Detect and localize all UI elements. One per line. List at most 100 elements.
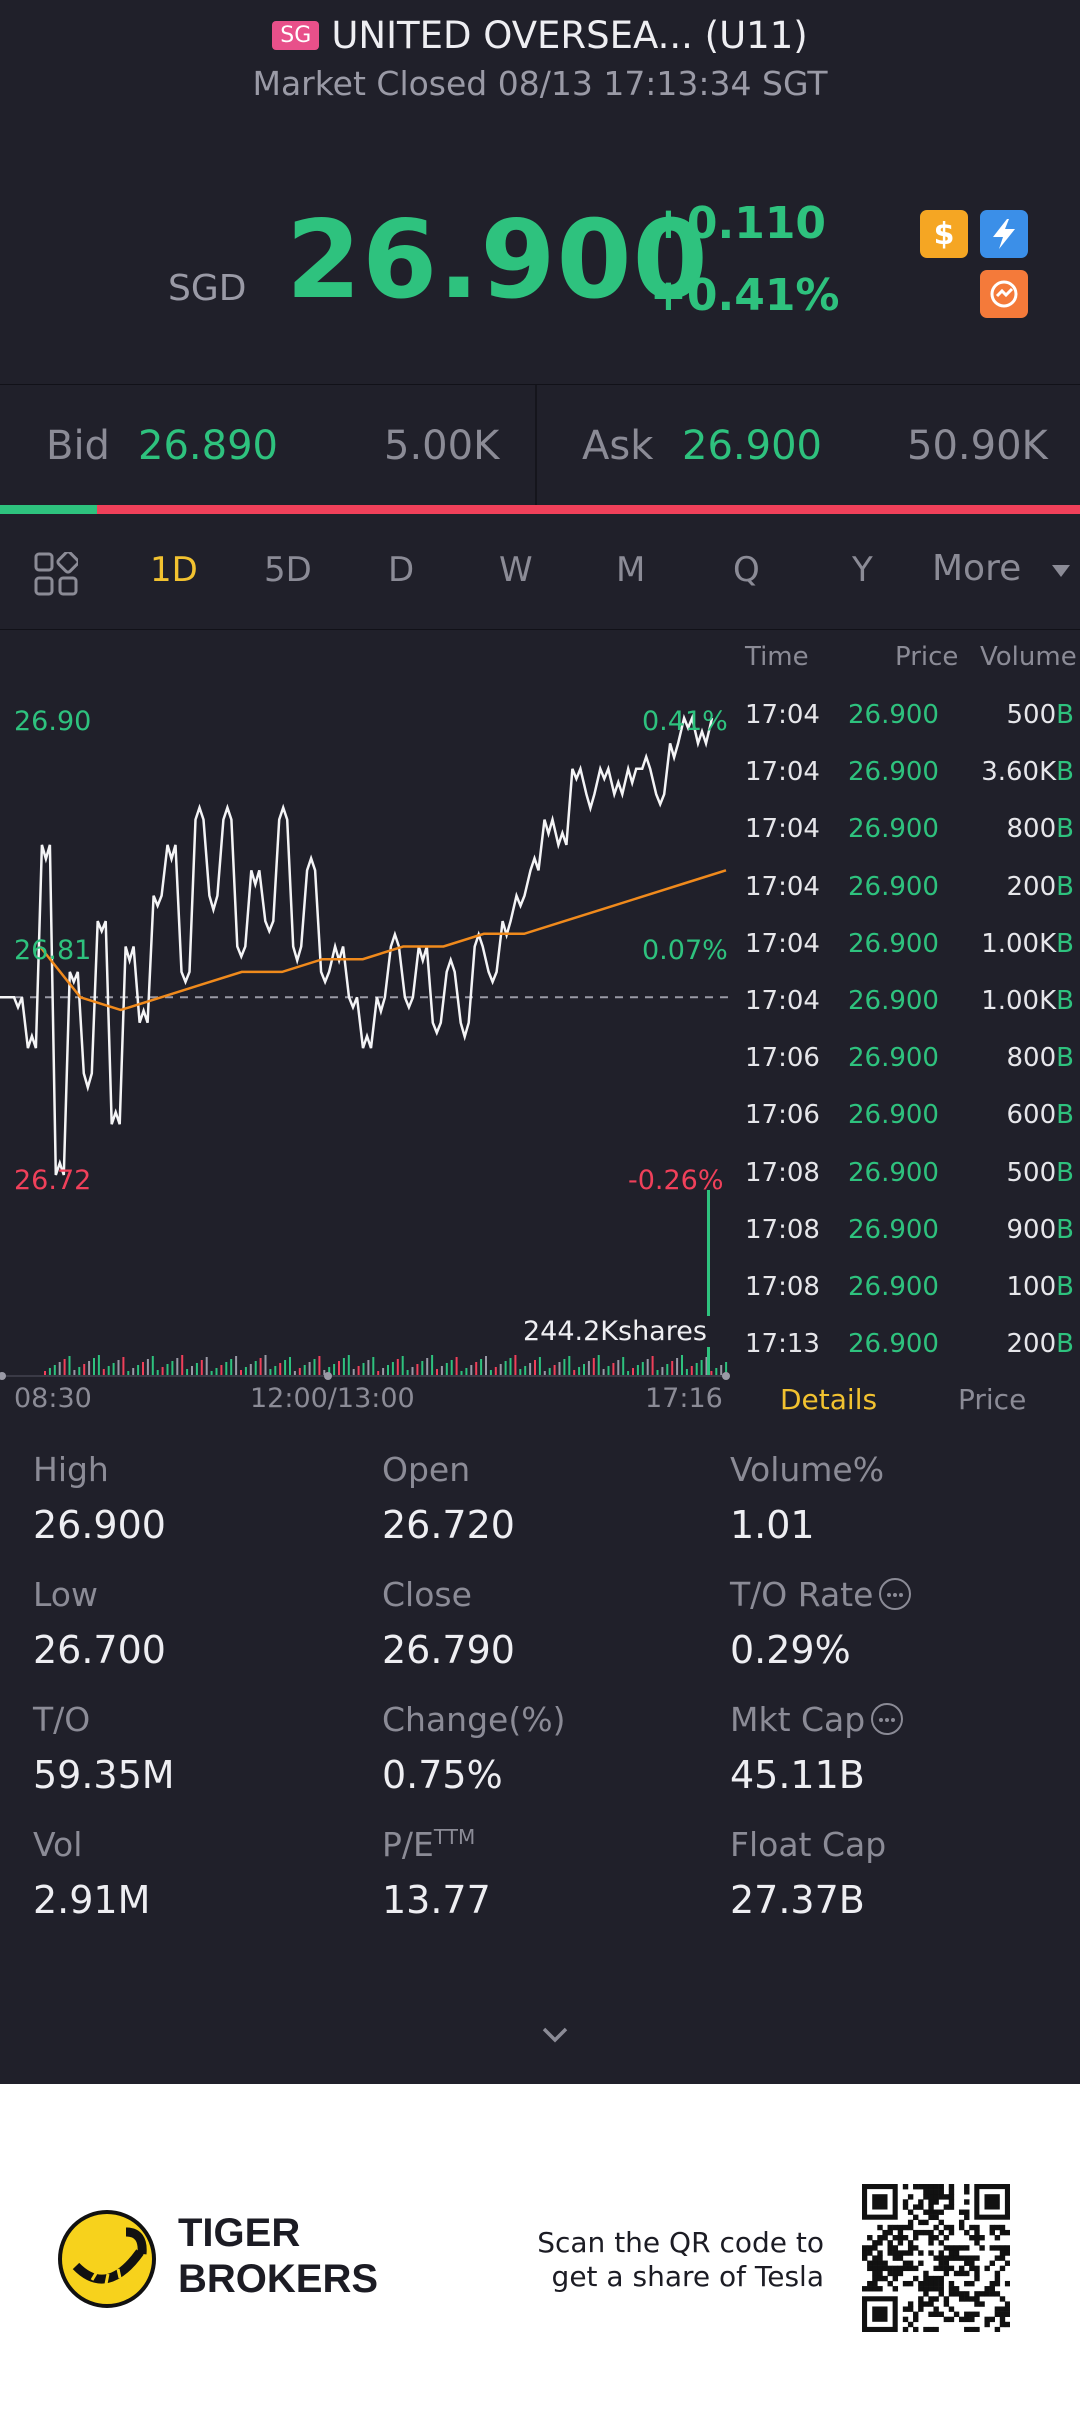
volume-bar bbox=[264, 1355, 267, 1375]
volume-bar bbox=[519, 1369, 522, 1375]
qr-module bbox=[907, 2224, 914, 2231]
divider bbox=[535, 385, 537, 505]
qr-module bbox=[958, 2316, 965, 2323]
qr-module bbox=[892, 2255, 899, 2261]
qr-module bbox=[902, 2316, 909, 2323]
qr-code-icon[interactable] bbox=[862, 2184, 1010, 2332]
volume-bar bbox=[705, 1357, 708, 1375]
more-info-icon[interactable] bbox=[871, 1703, 904, 1735]
volume-bar bbox=[622, 1357, 625, 1375]
qr-module bbox=[943, 2194, 950, 2200]
stat-label-sup: TTM bbox=[433, 1825, 476, 1849]
stat-label-text: P/E bbox=[382, 1825, 434, 1864]
qr-module bbox=[913, 2311, 919, 2317]
stat-low: Low 26.700 bbox=[33, 1575, 166, 1672]
qr-module bbox=[913, 2275, 919, 2282]
qr-module bbox=[923, 2184, 929, 2190]
chart-canvas bbox=[0, 713, 730, 1380]
more-info-icon[interactable] bbox=[879, 1578, 912, 1610]
tick-row: 17:04 26.900 1.00KB bbox=[730, 986, 1080, 1043]
volume-bar bbox=[651, 1356, 654, 1375]
volume-bar bbox=[450, 1360, 453, 1375]
qr-module bbox=[958, 2224, 965, 2231]
time-and-sales[interactable]: Time Price Volume 17:04 26.900 500B 17:04 26… bbox=[730, 630, 1080, 1370]
tab-more[interactable]: More bbox=[932, 548, 1022, 589]
qr-module bbox=[999, 2245, 1006, 2251]
qr-module bbox=[862, 2255, 868, 2261]
brand-line-2: BROKERS bbox=[178, 2257, 379, 2301]
tab-q[interactable]: Q bbox=[733, 550, 760, 590]
stock-title[interactable]: SG UNITED OVERSEA... (U11) bbox=[0, 14, 1080, 57]
volume-bar bbox=[284, 1360, 287, 1375]
tab-m[interactable]: M bbox=[616, 550, 646, 590]
qr-module bbox=[1004, 2250, 1010, 2256]
tick-row: 17:04 26.900 1.00KB bbox=[730, 929, 1080, 986]
chevron-down-icon[interactable] bbox=[540, 2020, 570, 2050]
tab-1d[interactable]: 1D bbox=[150, 550, 198, 590]
qr-module bbox=[913, 2265, 919, 2272]
qr-module bbox=[933, 2194, 939, 2200]
volume-bar bbox=[499, 1364, 502, 1375]
tick-volume: 200B bbox=[1006, 871, 1074, 902]
ask-price: 26.900 bbox=[682, 423, 822, 469]
dollar-icon[interactable]: $ bbox=[920, 210, 968, 258]
qr-module bbox=[1004, 2260, 1010, 2266]
volume-bar bbox=[293, 1371, 296, 1375]
qr-module bbox=[974, 2311, 980, 2317]
flash-icon[interactable] bbox=[980, 210, 1028, 258]
volume-bar bbox=[436, 1369, 438, 1375]
y-mid-pct: 0.07% bbox=[642, 935, 728, 966]
qr-module bbox=[994, 2326, 1001, 2332]
tab-w[interactable]: W bbox=[499, 550, 533, 590]
tick-row: 17:08 26.900 900B bbox=[730, 1215, 1080, 1272]
qr-module bbox=[964, 2209, 970, 2215]
qr-module bbox=[938, 2250, 944, 2256]
swap-icon[interactable] bbox=[980, 270, 1028, 318]
tab-d[interactable]: D bbox=[388, 550, 415, 590]
volume-bar bbox=[220, 1365, 223, 1375]
qr-module bbox=[928, 2229, 934, 2236]
tick-price: 26.900 bbox=[848, 1329, 939, 1360]
qr-module bbox=[964, 2326, 970, 2332]
chevron-down-icon[interactable] bbox=[1052, 565, 1070, 577]
qr-module bbox=[933, 2235, 939, 2241]
qr-module bbox=[974, 2270, 980, 2277]
stat-value: 26.700 bbox=[33, 1628, 166, 1672]
stat-turnover: T/O 59.35M bbox=[33, 1700, 175, 1797]
qr-caption-line-2: get a share of Tesla bbox=[551, 2260, 824, 2293]
qr-module bbox=[918, 2286, 924, 2292]
tab-5d[interactable]: 5D bbox=[264, 550, 312, 590]
qr-module bbox=[923, 2219, 929, 2226]
qr-module bbox=[918, 2184, 924, 2190]
qr-module bbox=[999, 2311, 1006, 2317]
stat-label: Vol bbox=[33, 1825, 83, 1864]
tick-row: 17:04 26.900 500B bbox=[730, 700, 1080, 757]
divider bbox=[0, 384, 1080, 385]
volume-bar bbox=[646, 1359, 649, 1375]
tick-side-flag: B bbox=[1056, 1043, 1074, 1074]
volume-bar bbox=[83, 1364, 86, 1375]
layout-icon[interactable] bbox=[34, 552, 78, 596]
intraday-chart[interactable]: 26.90 26.81 26.72 0.41% 0.07% -0.26% 244… bbox=[0, 630, 730, 1390]
volume-bar bbox=[215, 1368, 218, 1375]
volume-bar bbox=[225, 1362, 228, 1375]
tick-side-flag: B bbox=[1056, 1272, 1074, 1302]
qr-module bbox=[923, 2291, 929, 2297]
volume-bar bbox=[725, 1362, 728, 1375]
tick-time: 17:13 bbox=[745, 1329, 820, 1360]
tick-price: 26.900 bbox=[848, 986, 939, 1016]
tab-price[interactable]: Price bbox=[958, 1383, 1027, 1416]
qr-module bbox=[892, 2286, 899, 2292]
tab-y[interactable]: Y bbox=[852, 550, 873, 590]
volume-bar bbox=[543, 1371, 546, 1375]
qr-module bbox=[1004, 2306, 1010, 2312]
qr-module bbox=[938, 2229, 944, 2236]
qr-module bbox=[974, 2255, 980, 2261]
qr-module bbox=[964, 2184, 970, 2190]
tab-details[interactable]: Details bbox=[780, 1383, 878, 1416]
volume-bar bbox=[68, 1356, 71, 1375]
volume-bar bbox=[166, 1364, 169, 1375]
brand-line-1: TIGER bbox=[178, 2211, 301, 2255]
qr-module bbox=[907, 2194, 914, 2200]
volume-bar bbox=[440, 1366, 443, 1375]
